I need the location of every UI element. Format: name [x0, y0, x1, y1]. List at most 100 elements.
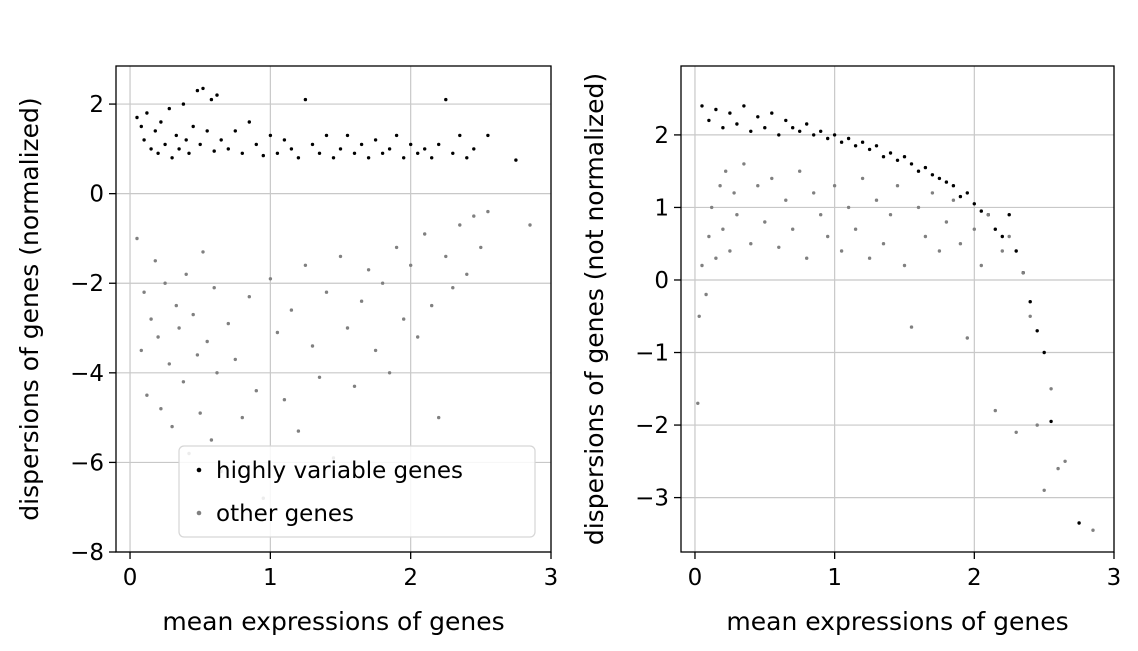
- plot-frame: [680, 65, 1115, 553]
- scatter-point: [697, 314, 701, 318]
- scatter-point: [289, 147, 294, 151]
- scatter-point: [704, 292, 708, 297]
- scatter-point: [993, 408, 997, 413]
- scatter-point: [142, 290, 146, 294]
- scatter-point: [153, 129, 157, 133]
- scatter-point: [423, 232, 427, 236]
- scatter-point: [735, 213, 739, 217]
- scatter-point: [268, 133, 273, 138]
- scatter-point: [472, 214, 476, 218]
- scatter-point: [430, 156, 434, 160]
- chart-panel-2: 0 1 2 3 2 1 0 −1 −2 −3 mean expressions of genes di…: [580, 65, 1121, 636]
- x-tick-label: 2: [967, 565, 982, 591]
- scatter-point: [181, 380, 186, 384]
- scatter-point: [986, 213, 990, 217]
- y-tick-label: 2: [89, 92, 104, 118]
- scatter-point: [749, 129, 753, 133]
- scatter-point: [958, 242, 963, 246]
- scatter-point: [458, 223, 462, 227]
- scatter-point: [853, 227, 858, 231]
- scatter-point: [268, 277, 273, 281]
- scatter-point: [282, 138, 287, 142]
- scatter-point: [735, 122, 739, 126]
- scatter-point: [965, 336, 969, 340]
- scatter-point: [310, 344, 315, 348]
- y-tick-label: −8: [70, 540, 104, 566]
- scatter-point: [149, 147, 153, 151]
- scatter-point: [707, 118, 711, 123]
- scatter-point: [275, 151, 280, 155]
- scatter-point: [728, 249, 732, 253]
- scatter-point: [195, 88, 200, 93]
- scatter-point: [721, 126, 725, 130]
- scatter-point: [972, 202, 976, 206]
- scatter-point: [247, 295, 251, 299]
- scatter-point: [700, 263, 704, 268]
- scatter-point: [874, 198, 879, 202]
- scatter-point: [839, 140, 844, 144]
- scatter-point: [387, 147, 392, 151]
- y-axis-label: dispersions of genes (normalized): [15, 97, 44, 520]
- scatter-point: [937, 249, 942, 253]
- scatter-point: [198, 411, 202, 415]
- scatter-point: [282, 398, 287, 402]
- scatter-point: [409, 142, 413, 147]
- scatter-point: [352, 384, 357, 388]
- y-tick-label: −6: [70, 450, 104, 476]
- scatter-point: [324, 290, 329, 294]
- legend-label: highly variable genes: [216, 458, 463, 484]
- scatter-point: [289, 308, 294, 312]
- scatter-point: [472, 147, 476, 151]
- scatter-point: [402, 156, 406, 160]
- scatter-point: [486, 133, 490, 138]
- scatter-point: [1007, 234, 1011, 239]
- scatter-point: [1000, 249, 1004, 253]
- scatter-point: [317, 375, 322, 379]
- scatter-point: [1007, 213, 1011, 217]
- scatter-point: [177, 147, 181, 151]
- legend-box: [178, 445, 536, 538]
- scatter-point: [805, 256, 809, 260]
- scatter-point: [881, 155, 886, 159]
- scatter-point: [170, 424, 174, 429]
- y-tick-label: 1: [654, 195, 669, 221]
- scatter-point: [296, 156, 301, 160]
- scatter-point: [881, 242, 886, 246]
- scatter-point: [867, 256, 872, 260]
- scatter-point: [819, 213, 823, 217]
- scatter-point: [832, 184, 837, 188]
- scatter-point: [303, 263, 308, 267]
- scatter-point: [423, 147, 427, 151]
- scatter-point: [163, 281, 167, 285]
- scatter-point: [254, 389, 258, 393]
- scatter-point: [749, 242, 753, 246]
- scatter-point: [187, 151, 191, 155]
- scatter-point: [310, 142, 315, 147]
- scatter-point: [139, 124, 143, 129]
- scatter-point: [965, 191, 969, 195]
- scatter-point: [728, 111, 732, 115]
- scatter-point: [373, 138, 378, 142]
- scatter-point: [972, 227, 976, 231]
- x-tick-label: 2: [403, 565, 418, 591]
- scatter-point: [770, 111, 774, 115]
- scatter-point: [163, 142, 167, 147]
- scatter-point: [212, 286, 216, 290]
- scatter-point: [951, 184, 956, 188]
- scatter-point: [380, 281, 385, 285]
- scatter-point: [696, 401, 700, 405]
- scatter-point: [479, 245, 483, 250]
- scatter-point: [451, 286, 455, 290]
- scatter-point: [860, 176, 865, 181]
- scatter-point: [805, 122, 809, 126]
- scatter-point: [191, 312, 195, 317]
- x-tick-label: 3: [544, 565, 559, 591]
- scatter-point: [742, 104, 746, 108]
- scatter-point: [812, 191, 816, 195]
- scatter-point: [444, 254, 448, 259]
- scatter-point: [1049, 387, 1053, 391]
- scatter-point: [317, 151, 322, 155]
- scatter-point: [710, 205, 714, 210]
- scatter-point: [853, 144, 858, 148]
- scatter-point: [1014, 430, 1018, 434]
